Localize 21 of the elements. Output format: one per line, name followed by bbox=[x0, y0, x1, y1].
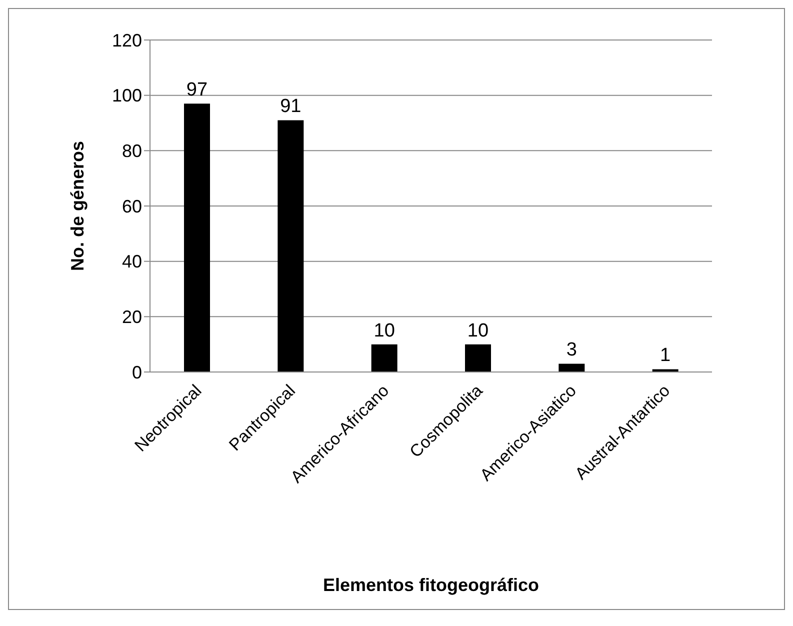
y-tick-label: 80 bbox=[122, 141, 142, 162]
bar bbox=[558, 364, 585, 372]
bar bbox=[465, 344, 491, 372]
bar bbox=[278, 120, 304, 372]
data-label: 3 bbox=[566, 340, 577, 361]
y-tick-label: 0 bbox=[132, 362, 142, 382]
y-axis-title: No. de géneros bbox=[67, 140, 88, 272]
data-label: 97 bbox=[186, 80, 208, 101]
data-label: 1 bbox=[660, 345, 671, 366]
data-label: 91 bbox=[280, 96, 302, 118]
data-label: 10 bbox=[374, 320, 395, 342]
y-tick-label: 20 bbox=[122, 307, 142, 328]
y-tick-label: 60 bbox=[122, 196, 142, 216]
y-tick-label: 120 bbox=[112, 30, 142, 50]
data-label: 10 bbox=[467, 320, 489, 342]
x-axis-title: Elementos fitogeográfico bbox=[322, 575, 540, 595]
y-tick-label: 100 bbox=[112, 86, 142, 106]
bar bbox=[371, 344, 398, 372]
y-tick-label: 40 bbox=[122, 252, 142, 272]
bar bbox=[184, 104, 210, 372]
bar bbox=[652, 369, 678, 372]
